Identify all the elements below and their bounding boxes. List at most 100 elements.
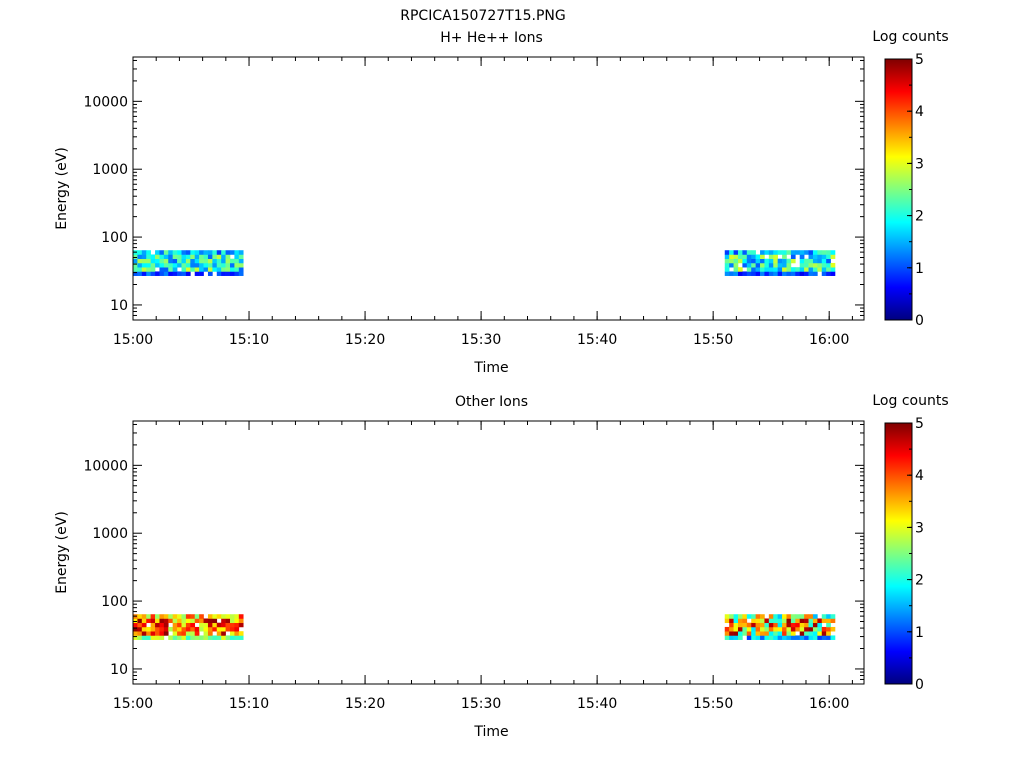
heatmap-cell [159, 631, 165, 636]
heatmap-cell [821, 618, 827, 624]
plot-frame [132, 420, 865, 685]
heatmap-cell [804, 618, 809, 624]
heatmap-cell [146, 250, 151, 255]
heatmap-cell [804, 262, 809, 268]
heatmap-cell [225, 271, 231, 276]
heatmap-cell [133, 267, 138, 272]
y-tick-label: 1000 [92, 526, 128, 542]
heatmap-cell [230, 635, 235, 640]
heatmap-cell [724, 618, 730, 624]
heatmap-cell [221, 250, 226, 255]
heatmap-cell [804, 622, 809, 628]
heatmap-cell [225, 622, 231, 628]
heatmap-cell [181, 250, 187, 255]
heatmap-cell [221, 626, 226, 632]
heatmap-cell [234, 631, 240, 636]
heatmap-cell [194, 258, 200, 264]
heatmap-cell [133, 271, 138, 276]
colorbar-tick-label: 5 [915, 52, 924, 68]
heatmap-cell [199, 271, 204, 276]
heatmap-cell [777, 626, 783, 632]
heatmap-cell [216, 635, 222, 640]
heatmap-cell [724, 631, 730, 636]
heatmap-cell [768, 262, 774, 268]
heatmap-cell [150, 635, 156, 640]
heatmap-cell [172, 631, 178, 636]
heatmap-cell [821, 254, 827, 260]
heatmap-cell [185, 262, 191, 268]
heatmap-cell [760, 635, 765, 640]
heatmap-cell [137, 622, 143, 628]
heatmap-cell [799, 635, 805, 640]
heatmap-cell [773, 271, 778, 276]
heatmap-cell [216, 267, 222, 272]
heatmap-cell [817, 635, 823, 640]
heatmap-cell [141, 631, 147, 636]
heatmap-cell [172, 262, 178, 268]
heatmap-cell [155, 618, 160, 624]
heatmap-cell [795, 271, 801, 276]
heatmap-cell [742, 618, 748, 624]
heatmap-cell [190, 631, 196, 636]
heatmap-cell [790, 626, 796, 632]
heatmap-cell [746, 258, 752, 264]
heatmap-cell [808, 250, 814, 255]
heatmap-cell [141, 258, 147, 264]
heatmap-cell [185, 258, 191, 264]
heatmap-cell [212, 258, 218, 264]
heatmap-cell [782, 618, 787, 624]
heatmap-cell [194, 262, 200, 268]
heatmap-cell [230, 618, 235, 624]
colorbar-tick-label: 1 [915, 625, 924, 641]
heatmap-cell [746, 262, 752, 268]
heatmap-cell [742, 271, 748, 276]
heatmap-cell [168, 267, 173, 272]
heatmap-cell [146, 254, 151, 260]
y-tick-label: 10000 [83, 94, 128, 110]
heatmap-cell [751, 271, 756, 276]
heatmap-cell [225, 618, 231, 624]
heatmap-cell [172, 622, 178, 628]
heatmap-cell [812, 631, 818, 636]
heatmap-cell [751, 250, 756, 255]
heatmap-cell [812, 622, 818, 628]
heatmap-cell [185, 626, 191, 632]
heatmap-cell [146, 614, 151, 619]
heatmap-cell [751, 618, 756, 624]
heatmap-cell [817, 618, 823, 624]
heatmap-cell [207, 618, 213, 624]
heatmap-cell [163, 262, 169, 268]
heatmap-cell [782, 258, 787, 264]
heatmap-cell [795, 622, 801, 628]
heatmap-cell [799, 250, 805, 255]
heatmap-cell [137, 258, 143, 264]
heatmap-cell [760, 267, 765, 272]
heatmap-cell [155, 258, 160, 264]
heatmap-cell [742, 250, 748, 255]
heatmap-cell [764, 262, 770, 268]
heatmap-cell [773, 631, 778, 636]
heatmap-cell [729, 622, 734, 628]
heatmap-cell [150, 267, 156, 272]
heatmap-cell [199, 258, 204, 264]
heatmap-cell [159, 262, 165, 268]
heatmap-cell [177, 626, 182, 632]
plot-frame [132, 56, 865, 321]
heatmap-cell [733, 622, 739, 628]
heatmap-cell [821, 271, 827, 276]
heatmap-cell [190, 262, 196, 268]
heatmap-cell [830, 635, 836, 640]
heatmap-cell [799, 258, 805, 264]
heatmap-cell [773, 626, 778, 632]
heatmap-cell [163, 258, 169, 264]
x-axis-label: Time [473, 724, 508, 740]
heatmap-cell [190, 267, 196, 272]
heatmap-cell [137, 631, 143, 636]
heatmap-cell [724, 267, 730, 272]
heatmap-cell [238, 635, 244, 640]
heatmap-cell [724, 614, 730, 619]
heatmap-cell [155, 626, 160, 632]
heatmap-cell [729, 614, 734, 619]
heatmap-cell [225, 267, 231, 272]
heatmap-cell [194, 626, 200, 632]
